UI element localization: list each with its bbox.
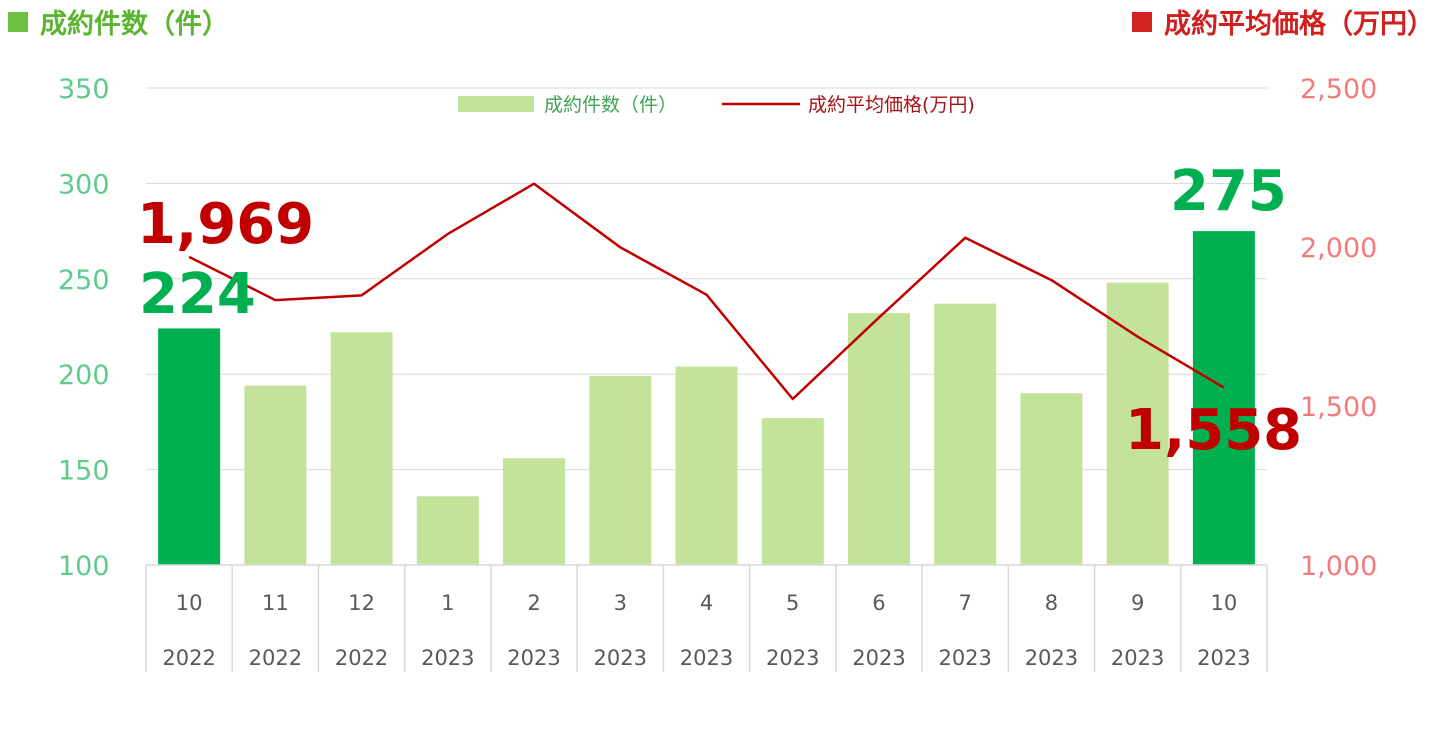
data-label: 224	[139, 262, 256, 327]
x-tick-year: 2023	[1197, 646, 1250, 670]
x-tick-month: 4	[700, 591, 713, 615]
bar	[330, 332, 393, 565]
left-y-tick: 100	[58, 551, 110, 582]
x-axis: 10 2022 11 2022 12 2022 1 2023 2 2023 3 2023 4 2023 5 2…	[145, 564, 1268, 672]
x-tick-year: 2023	[1025, 646, 1078, 670]
x-tick-month: 7	[959, 591, 972, 615]
x-tick-year: 2023	[594, 646, 647, 670]
left-y-tick: 250	[58, 265, 110, 296]
line-series	[188, 182, 1225, 401]
left-y-tick: 150	[58, 456, 110, 487]
x-tick-year: 2023	[507, 646, 560, 670]
x-tick-month: 10	[1211, 591, 1238, 615]
right-y-tick: 1,000	[1300, 551, 1377, 582]
x-tick-month: 5	[786, 591, 799, 615]
x-tick-year: 2023	[766, 646, 819, 670]
bar-series	[158, 231, 1255, 565]
legend-label-bar: 成約件数（件）	[544, 94, 677, 116]
data-label: 1,558	[1125, 398, 1302, 463]
x-tick-month: 1	[441, 591, 454, 615]
right-y-axis: 1,000 1,500 2,000 2,500	[1300, 74, 1377, 582]
x-tick-month: 12	[348, 591, 375, 615]
bar	[503, 458, 566, 565]
left-y-axis: 100 150 200 250 300 350	[58, 74, 110, 582]
bar	[416, 496, 479, 565]
x-tick-year: 2023	[680, 646, 733, 670]
x-tick-year: 2023	[938, 646, 991, 670]
legend-label-line: 成約平均価格(万円)	[808, 94, 975, 116]
x-tick-year: 2023	[421, 646, 474, 670]
x-tick-month: 3	[614, 591, 627, 615]
right-axis-title: 成約平均価格（万円）	[1132, 2, 1434, 41]
bar	[589, 376, 652, 565]
x-tick-month: 10	[176, 591, 203, 615]
bar	[1192, 231, 1255, 565]
left-y-tick: 300	[58, 169, 110, 200]
x-tick-year: 2022	[249, 646, 302, 670]
left-axis-title: 成約件数（件）	[8, 2, 229, 41]
legend: 成約件数（件） 成約平均価格(万円)	[458, 94, 975, 116]
left-y-tick: 350	[58, 74, 110, 105]
x-tick-year: 2023	[1111, 646, 1164, 670]
x-tick-year: 2022	[162, 646, 215, 670]
x-tick-month: 6	[872, 591, 885, 615]
x-tick-month: 9	[1131, 591, 1144, 615]
x-tick-year: 2022	[335, 646, 388, 670]
bar	[761, 418, 824, 565]
bar	[244, 385, 307, 565]
x-tick-year: 2023	[852, 646, 905, 670]
right-y-tick: 1,500	[1300, 392, 1377, 423]
bar	[1020, 393, 1083, 565]
bar	[934, 303, 997, 565]
data-label: 275	[1170, 159, 1287, 224]
data-label: 1,969	[137, 192, 314, 257]
right-y-tick: 2,500	[1300, 74, 1377, 105]
right-y-tick: 2,000	[1300, 233, 1377, 264]
green-square-icon	[8, 11, 28, 32]
x-tick-month: 8	[1045, 591, 1058, 615]
x-tick-month: 2	[527, 591, 540, 615]
red-square-icon	[1132, 11, 1152, 32]
left-axis-title-text: 成約件数（件）	[40, 9, 229, 40]
right-axis-title-text: 成約平均価格（万円）	[1164, 9, 1434, 40]
legend-swatch-bar	[458, 96, 534, 112]
bar	[158, 328, 221, 565]
bar	[1106, 282, 1169, 565]
bar	[675, 366, 738, 565]
left-y-tick: 200	[58, 360, 110, 391]
x-tick-month: 11	[262, 591, 289, 615]
bar	[847, 313, 910, 565]
